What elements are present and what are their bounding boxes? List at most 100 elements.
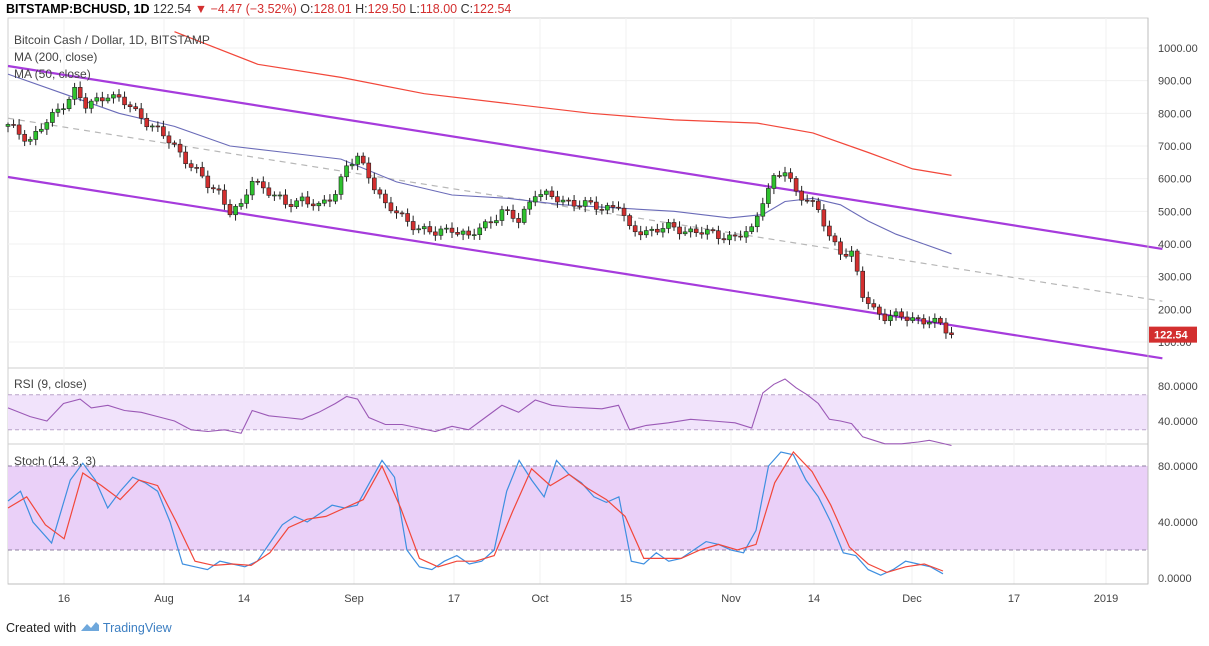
candle-body bbox=[610, 205, 616, 208]
candle-body bbox=[199, 167, 205, 177]
price-tick-label: 1000.00 bbox=[1158, 43, 1198, 55]
candle-body bbox=[582, 200, 588, 207]
candle-body bbox=[161, 126, 166, 137]
rsi-tick-label: 80.0000 bbox=[1158, 381, 1198, 393]
candle-body bbox=[133, 106, 138, 110]
candle-body bbox=[599, 209, 605, 211]
rsi-legend[interactable]: RSI (9, close) bbox=[14, 377, 87, 391]
candle-body bbox=[560, 199, 566, 203]
candle-body bbox=[521, 208, 527, 223]
candle-body bbox=[272, 194, 277, 197]
candle-body bbox=[266, 187, 272, 196]
candle-body bbox=[926, 321, 932, 325]
candle-body bbox=[938, 317, 943, 324]
candle-body bbox=[88, 100, 94, 109]
stoch-k-line bbox=[7, 451, 944, 576]
candle-body bbox=[627, 215, 632, 227]
time-tick-label: 14 bbox=[808, 593, 820, 605]
candle-body bbox=[416, 228, 422, 231]
candle-body bbox=[222, 189, 227, 205]
created-with-label: Created with bbox=[6, 621, 77, 635]
candle-body bbox=[77, 87, 83, 99]
candle-body bbox=[888, 315, 893, 322]
candle-body bbox=[44, 122, 50, 130]
rsi-line bbox=[7, 378, 952, 447]
candle-body bbox=[949, 332, 954, 335]
low-value: 118.00 bbox=[419, 2, 458, 16]
candle-body bbox=[100, 97, 105, 102]
candle-body bbox=[577, 205, 582, 208]
candle-body bbox=[16, 124, 22, 135]
candle-body bbox=[310, 203, 316, 207]
candle-body bbox=[177, 143, 183, 153]
price-tick-label: 800.00 bbox=[1158, 108, 1192, 120]
stoch-band bbox=[8, 466, 1148, 550]
candle-body bbox=[61, 108, 66, 111]
candle-body bbox=[538, 194, 544, 197]
candle-body bbox=[505, 209, 510, 211]
candle-body bbox=[288, 204, 294, 207]
candle-body bbox=[338, 176, 344, 195]
price-tick-label: 200.00 bbox=[1158, 304, 1192, 316]
candle-body bbox=[910, 317, 915, 321]
candle-body bbox=[383, 193, 388, 204]
candle-body bbox=[593, 201, 599, 210]
candle-body bbox=[799, 190, 804, 201]
candle-body bbox=[877, 306, 882, 315]
candle-body bbox=[333, 194, 338, 202]
candle-body bbox=[865, 297, 871, 304]
candle-body bbox=[438, 228, 444, 236]
time-tick-label: 17 bbox=[448, 593, 460, 605]
candle-body bbox=[66, 98, 72, 110]
candle-body bbox=[421, 226, 427, 230]
candle-body bbox=[549, 190, 555, 197]
candle-body bbox=[249, 180, 255, 196]
candle-body bbox=[660, 228, 666, 233]
stoch-d-line bbox=[7, 451, 944, 574]
candle-body bbox=[815, 200, 821, 211]
ma50-legend[interactable]: MA (50, close) bbox=[14, 67, 91, 81]
time-tick-label: Aug bbox=[154, 593, 174, 605]
candle-body bbox=[588, 200, 594, 203]
candle-body bbox=[688, 228, 693, 233]
candle-body bbox=[477, 227, 483, 235]
candle-body bbox=[111, 94, 116, 99]
candle-body bbox=[544, 190, 549, 195]
candle-body bbox=[638, 231, 644, 236]
candle-body bbox=[605, 205, 610, 211]
candle-body bbox=[738, 235, 743, 238]
tradingview-logo-icon[interactable] bbox=[80, 621, 103, 635]
stoch-legend[interactable]: Stoch (14, 3, 3) bbox=[14, 454, 97, 468]
price-tick-label: 300.00 bbox=[1158, 272, 1192, 284]
candle-body bbox=[655, 228, 660, 233]
candle-body bbox=[471, 234, 477, 236]
candle-body bbox=[871, 303, 877, 308]
candle-body bbox=[366, 162, 372, 179]
candle-body bbox=[488, 221, 494, 224]
candle-body bbox=[394, 210, 399, 214]
footer: Created with TradingView bbox=[6, 621, 172, 635]
candle-body bbox=[399, 212, 405, 215]
candle-body bbox=[921, 318, 927, 325]
candle-body bbox=[410, 221, 416, 231]
ma200-legend[interactable]: MA (200, close) bbox=[14, 50, 98, 64]
candle-body bbox=[643, 230, 649, 236]
stoch-tick-label: 0.0000 bbox=[1158, 573, 1192, 585]
candle-body bbox=[760, 203, 766, 217]
symbol-label[interactable]: BITSTAMP:BCHUSD, 1D bbox=[6, 2, 150, 16]
time-tick-label: Nov bbox=[721, 593, 741, 605]
tradingview-link[interactable]: TradingView bbox=[102, 621, 172, 635]
candle-body bbox=[138, 108, 144, 119]
candle-body bbox=[571, 200, 577, 207]
candle-body bbox=[294, 200, 299, 207]
candle-body bbox=[716, 230, 721, 239]
low-label: L: bbox=[409, 2, 420, 16]
ma50-line bbox=[7, 73, 952, 255]
candle-body bbox=[555, 196, 560, 203]
time-tick-label: Dec bbox=[902, 593, 922, 605]
candle-body bbox=[150, 125, 155, 128]
candle-body bbox=[233, 206, 238, 216]
time-tick-label: Oct bbox=[531, 593, 548, 605]
candle-body bbox=[882, 313, 888, 322]
